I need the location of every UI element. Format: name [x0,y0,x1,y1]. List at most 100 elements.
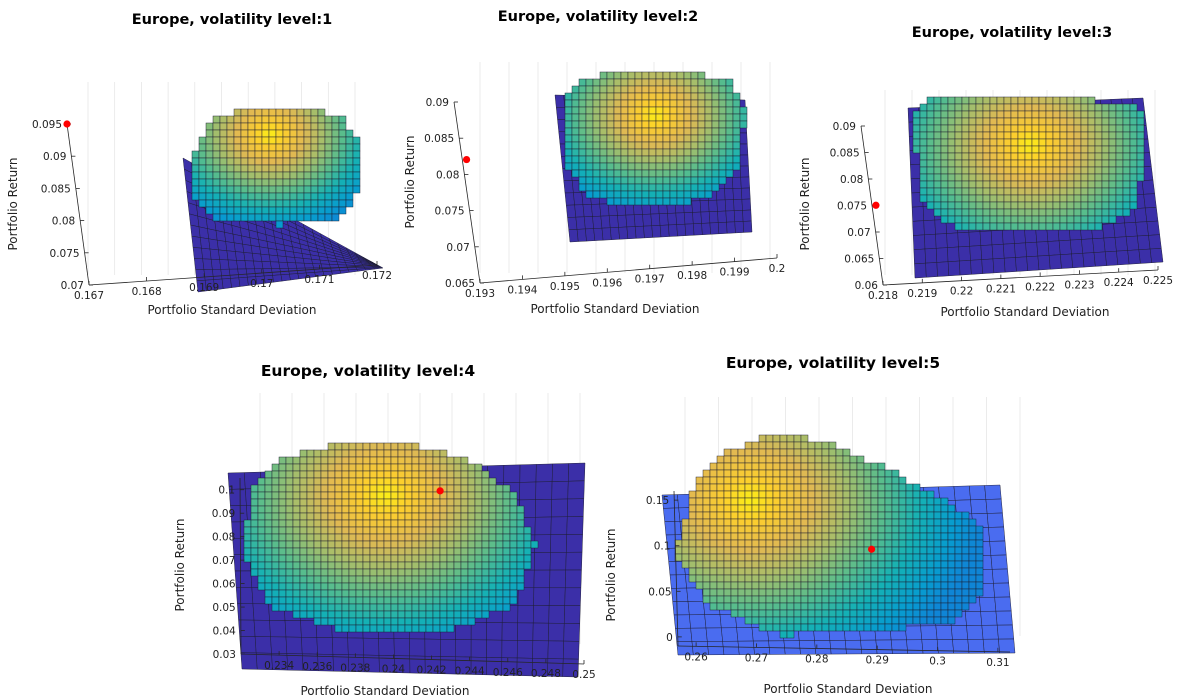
surface-cell [324,157,333,166]
surface-cell [634,190,643,199]
surface-cell [737,525,746,534]
surface-cell [460,547,469,556]
surface-cell [592,127,601,136]
surface-cell [704,99,713,108]
surface-cell [912,117,921,126]
surface-cell [765,525,774,534]
surface-floor-cell [601,227,612,241]
surface-cell [198,178,207,187]
x-tick-label: 0.171 [304,274,334,286]
surface-cell [702,511,711,520]
surface-floor-cell [717,221,728,235]
surface-floor-cell [658,213,669,226]
surface-cell [345,192,354,201]
surface-cell [397,540,406,549]
surface-cell [975,166,984,175]
surface-cell [634,169,643,178]
surface-cell [205,192,214,201]
surface-cell [585,148,594,157]
surface-cell [648,176,657,185]
surface-cell [592,162,601,171]
surface-cell [933,511,942,520]
surface-cell [940,616,949,625]
surface-cell [571,169,580,178]
surface-cell [856,539,865,548]
surface-cell [765,497,774,506]
surface-cell [268,143,277,152]
surface-cell [989,145,998,154]
surface-cell [863,588,872,597]
surface-cell [303,136,312,145]
surface-cell [982,96,991,105]
surface-cell [800,462,809,471]
surface-cell [821,616,830,625]
surface-cell [362,491,371,500]
surface-cell [989,117,998,126]
surface-cell [912,490,921,499]
surface-cell [620,190,629,199]
surface-cell [739,113,748,122]
surface-cell [313,498,322,507]
surface-cell [495,519,504,528]
surface-cell [432,547,441,556]
surface-cell [310,122,319,131]
surface-cell [905,546,914,555]
surface-cell [233,157,242,166]
surface-cell [702,567,711,576]
surface-cell [327,617,336,626]
surface-cell [704,134,713,143]
surface-cell [254,136,263,145]
surface-cell [940,518,949,527]
surface-cell [233,143,242,152]
surface-cell [348,463,357,472]
surface-cell [317,143,326,152]
surface-cell [716,581,725,590]
surface-cell [933,567,942,576]
surface-cell [926,616,935,625]
surface-floor-cell [600,215,611,229]
surface-cell [716,518,725,527]
surface-cell [912,574,921,583]
surface-cell [411,498,420,507]
surface-cell [282,136,291,145]
surface-cell [919,194,928,203]
surface-cell [884,539,893,548]
surface-cell [627,106,636,115]
surface-cell [1101,173,1110,182]
surface-cell [688,518,697,527]
surface-cell [411,568,420,577]
surface-cell [509,519,518,528]
surface-cell [264,505,273,514]
surface-cell [1080,222,1089,231]
surface-cell [702,497,711,506]
surface-cell [299,526,308,535]
surface-cell [502,561,511,570]
surface-cell [313,470,322,479]
surface-cell [306,547,315,556]
surface-cell [835,581,844,590]
surface-cell [744,560,753,569]
surface-cell [655,155,664,164]
surface-cell [1024,110,1033,119]
surface-cell [285,463,294,472]
surface-cell [683,162,692,171]
surface-cell [432,568,441,577]
surface-cell [737,448,746,457]
surface-cell [835,616,844,625]
surface-cell [571,134,580,143]
surface-cell [390,561,399,570]
surface-cell [1010,166,1019,175]
surface-cell [758,511,767,520]
surface-cell [828,623,837,632]
surface-cell [481,575,490,584]
surface-cell [828,567,837,576]
surface-cell [800,588,809,597]
surface-floor-cell [1127,249,1141,265]
surface-cell [758,546,767,555]
surface-cell [912,145,921,154]
surface-cell [1066,208,1075,217]
surface-cell [338,206,347,215]
surface-cell [996,166,1005,175]
surface-cell [1087,117,1096,126]
surface-cell [411,477,420,486]
